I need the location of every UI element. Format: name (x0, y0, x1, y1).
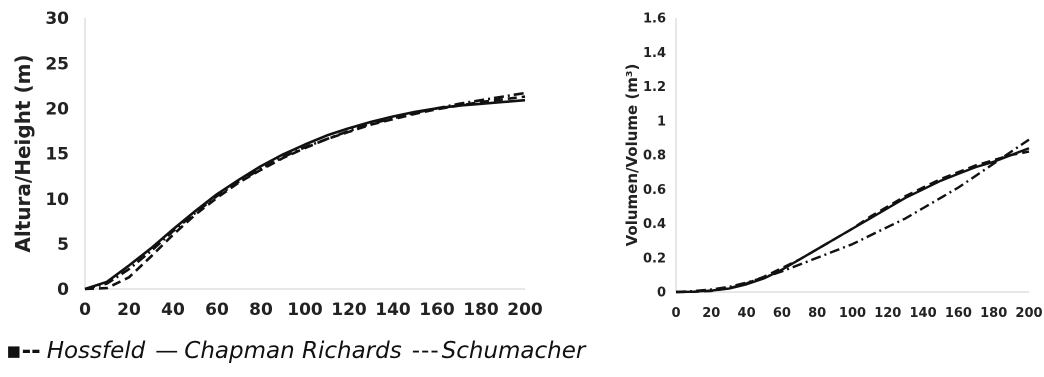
x-tick-label: 40 (161, 300, 185, 320)
y-tick-label: 0.4 (643, 217, 666, 232)
y-tick-label: 0.6 (643, 183, 666, 198)
y-tick-label: 30 (45, 9, 69, 29)
x-tick-label: 180 (463, 300, 499, 320)
series-line-chapman-richards (675, 147, 1030, 294)
volume-chart: 0 0.2 0.4 0.6 0.8 1 1.2 1.4 1.6 0 20 40 60 80 100 120 14… (623, 12, 1043, 321)
y-axis-label: Altura/Height (m) (11, 54, 35, 252)
y-tick-label: 1 (657, 114, 666, 129)
y-axis-label: Volumen/Volume (m³) (623, 64, 641, 247)
x-tick-label: 20 (117, 300, 141, 320)
series-line-chapman-richards (84, 98, 526, 291)
y-tick-label: 15 (45, 145, 69, 165)
y-tick-label: 10 (45, 190, 69, 210)
hossfeld-legend-symbol: ▪‑‑ (6, 338, 41, 364)
x-tick-label: 20 (702, 306, 720, 321)
x-tick-label: 120 (874, 306, 901, 321)
y-tick-label: 1.4 (643, 46, 666, 61)
schumacher-legend-symbol: ‑‑‑ (411, 338, 440, 364)
y-tick-label: 1.2 (643, 80, 666, 95)
x-tick-label: 120 (331, 300, 367, 320)
x-tick-label: 60 (205, 300, 229, 320)
x-tick-label: 80 (249, 300, 273, 320)
x-tick-label: 200 (507, 300, 543, 320)
height-chart: 0 5 10 15 20 25 30 0 20 40 60 80 100 120 140 160 180 200 A… (11, 9, 543, 320)
y-tick-label: 0.8 (643, 149, 666, 164)
y-tick-label: 20 (45, 99, 69, 119)
y-tick-label: 25 (45, 54, 69, 74)
x-tick-label: 40 (738, 306, 756, 321)
x-tick-label: 180 (980, 306, 1007, 321)
y-tick-label: 0 (657, 286, 666, 301)
hossfeld-legend-label: Hossfeld (46, 338, 146, 364)
chapman-legend-label: Chapman Richards (184, 338, 402, 364)
x-tick-label: 60 (773, 306, 791, 321)
x-tick-label: 100 (287, 300, 323, 320)
x-tick-label: 160 (945, 306, 972, 321)
y-tick-label: 0.2 (643, 251, 666, 266)
x-tick-label: 200 (1015, 306, 1042, 321)
y-tick-label: 1.6 (643, 12, 666, 27)
series-line-schumacher (675, 150, 1030, 294)
series-line-schumacher (84, 95, 526, 291)
x-tick-label: 0 (671, 306, 680, 321)
x-tick-label: 160 (419, 300, 455, 320)
x-tick-label: 80 (808, 306, 826, 321)
x-tick-label: 140 (375, 300, 411, 320)
chapman-legend-symbol: — (155, 338, 179, 364)
series-line-hossfeld (84, 91, 526, 291)
legend: ▪‑‑ Hossfeld — Chapman Richards ‑‑‑ Schu… (6, 333, 585, 369)
y-tick-label: 0 (57, 280, 69, 300)
x-tick-label: 100 (839, 306, 866, 321)
schumacher-legend-label: Schumacher (441, 338, 586, 364)
x-tick-label: 140 (910, 306, 937, 321)
series-line-hossfeld (675, 138, 1030, 294)
x-tick-label: 0 (79, 300, 91, 320)
y-tick-label: 5 (57, 235, 69, 255)
